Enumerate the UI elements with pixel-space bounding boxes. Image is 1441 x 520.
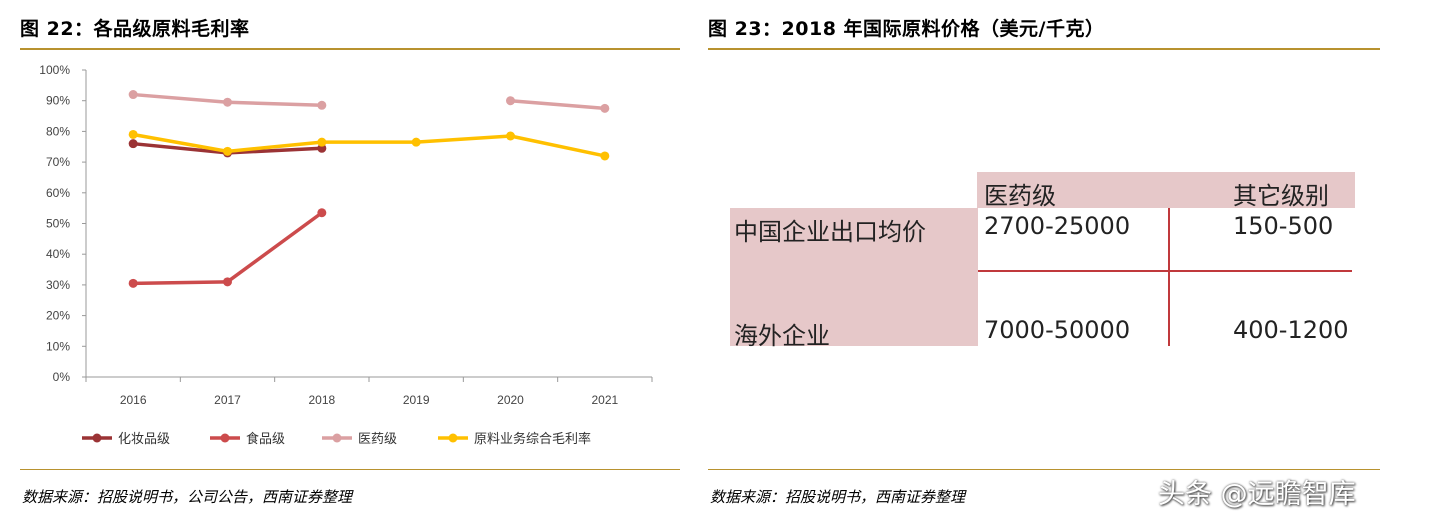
series-line-segment (508, 98, 607, 111)
data-point (600, 151, 610, 161)
y-tick-label: 100% (39, 63, 70, 77)
legend-label: 化妆品级 (118, 432, 170, 447)
series-line-segment (508, 134, 607, 158)
data-point (600, 103, 610, 113)
legend-label: 原料业务综合毛利率 (474, 431, 591, 447)
watermark-text: 头条 @远瞻智库 (1158, 479, 1356, 510)
series-line-segment (131, 132, 230, 154)
x-tick-label: 2017 (214, 393, 241, 407)
right-source-rule (708, 469, 1380, 470)
x-tick-label: 2021 (591, 393, 618, 407)
series-line-segment (414, 134, 513, 144)
left-source-rule (20, 469, 680, 470)
x-tick-label: 2020 (497, 393, 524, 407)
table-cell-overseas-other: 400-1200 (1233, 316, 1349, 344)
y-tick-label: 90% (46, 94, 70, 108)
x-tick-label: 2019 (403, 393, 430, 407)
data-point (128, 139, 138, 149)
left-title-rule (20, 48, 680, 50)
data-point (317, 137, 327, 147)
table-cell-china-other: 150-500 (1233, 212, 1334, 240)
data-point (223, 97, 232, 107)
series-line-segment (131, 280, 230, 286)
data-point (223, 277, 232, 287)
series-line-segment (225, 146, 324, 155)
left-figure-title: 图 22：各品级原料毛利率 (20, 18, 250, 40)
x-tick-label: 2018 (308, 393, 335, 407)
data-point (411, 137, 421, 147)
legend-swatch-marker (92, 433, 102, 443)
chart-axes: 0% 10% 20% 30% 40% 50% 60% 70% 80% 90% 100% 2016 201… (39, 63, 653, 407)
table-cell-china-pharma: 2700-25000 (984, 212, 1131, 240)
data-point (223, 146, 232, 156)
y-tick-label: 0% (53, 370, 71, 384)
y-tick-label: 30% (46, 278, 70, 292)
data-point (128, 278, 138, 288)
table-rowlabel-band (730, 208, 978, 346)
table-header-other: 其它级别 (1233, 182, 1329, 210)
data-point (317, 100, 327, 110)
y-tick-label: 80% (46, 124, 70, 138)
margin-line-chart: 0% 10% 20% 30% 40% 50% 60% 70% 80% 90% 100% 2016 201… (39, 63, 653, 447)
data-point (128, 90, 138, 100)
series-line-segment (131, 92, 230, 104)
y-tick-label: 50% (46, 217, 70, 231)
series-line-segment (225, 140, 324, 154)
data-point (128, 129, 138, 139)
table-header-pharma: 医药级 (984, 182, 1056, 210)
series-line-segment (131, 141, 230, 155)
legend-swatch-marker (332, 433, 342, 443)
data-point (506, 96, 515, 106)
legend-swatch-marker (220, 433, 230, 443)
chart-series (128, 90, 610, 288)
legend-swatch-marker (448, 433, 458, 443)
right-source-note: 数据来源：招股说明书，西南证券整理 (710, 488, 966, 506)
legend-label: 食品级 (246, 431, 285, 447)
table-row-label-china: 中国企业出口均价 (734, 218, 926, 246)
series-line-segment (225, 211, 324, 284)
table-vertical-divider (1168, 208, 1170, 346)
y-tick-label: 10% (46, 339, 70, 353)
series-line-segment (225, 100, 324, 108)
y-tick-label: 60% (46, 186, 70, 200)
right-figure-title: 图 23：2018 年国际原料价格（美元/千克） (708, 18, 1105, 40)
chart-legend: 化妆品级 食品级 医药级 原料业务综合毛利率 (82, 431, 591, 447)
y-tick-label: 20% (46, 309, 70, 323)
legend-label: 医药级 (358, 432, 397, 447)
table-horizontal-divider (978, 270, 1352, 272)
table-cell-overseas-pharma: 7000-50000 (984, 316, 1131, 344)
data-point (506, 131, 515, 141)
y-tick-label: 40% (46, 247, 70, 261)
table-header-band (977, 172, 1355, 208)
y-tick-label: 70% (46, 155, 70, 169)
x-tick-label: 2016 (120, 393, 147, 407)
right-title-rule (708, 48, 1380, 50)
data-point (317, 208, 327, 218)
table-row-label-overseas: 海外企业 (734, 322, 830, 350)
left-source-note: 数据来源：招股说明书，公司公告，西南证券整理 (22, 488, 353, 506)
